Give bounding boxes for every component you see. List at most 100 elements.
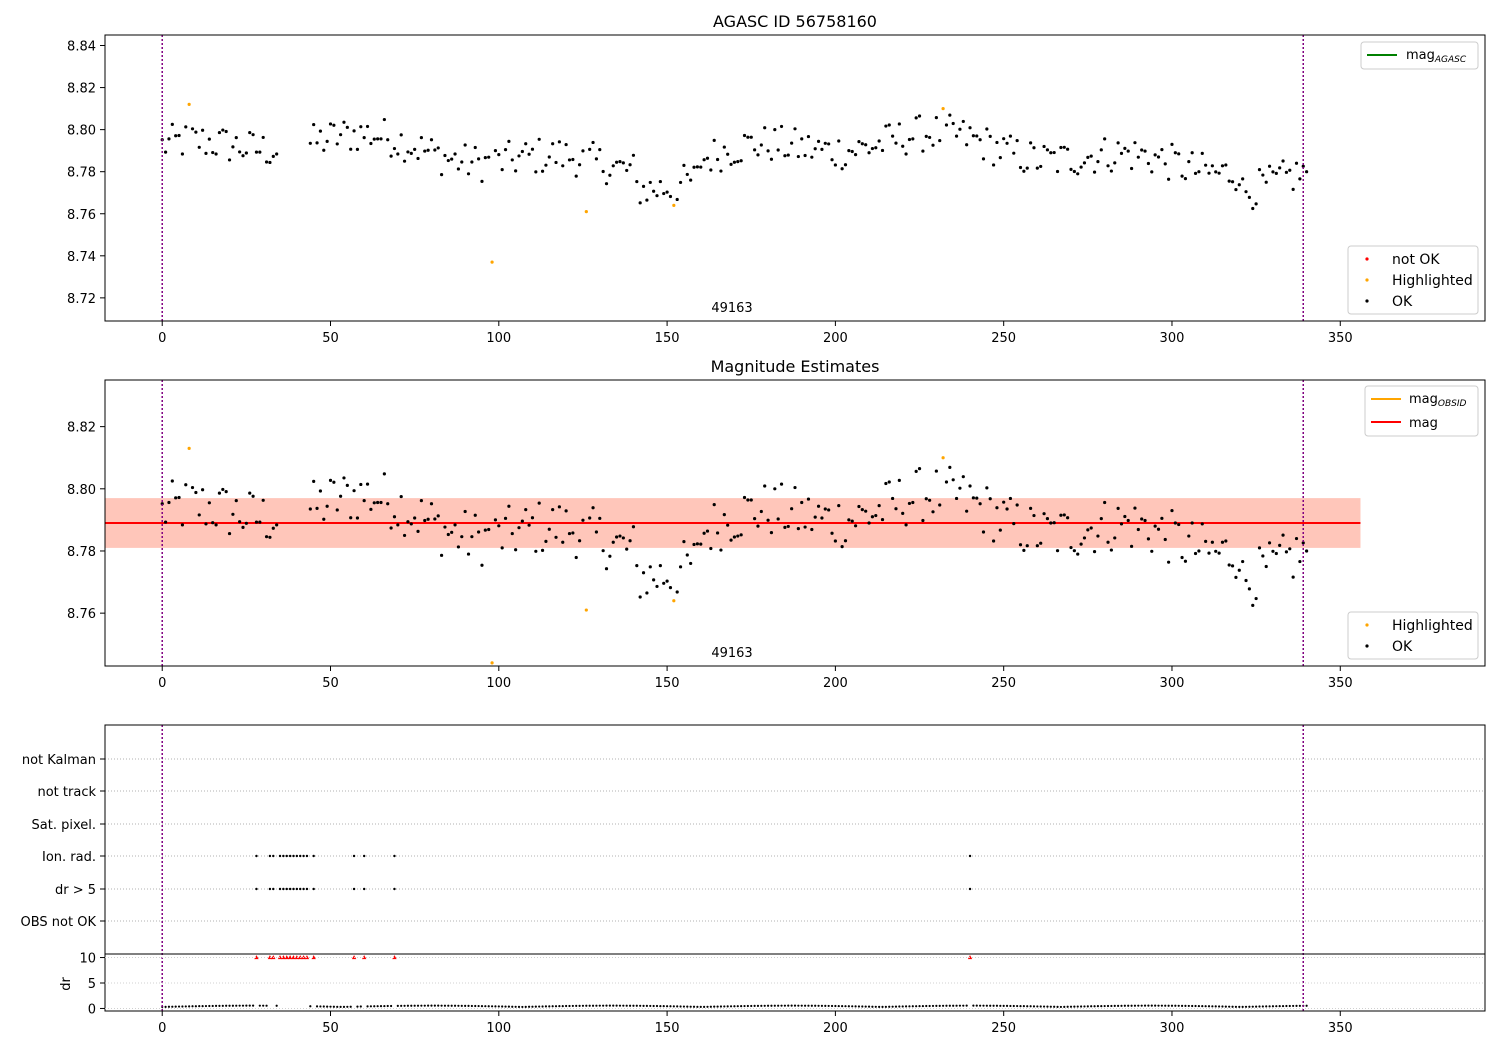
- dr-point: [635, 1004, 638, 1007]
- dr-point: [275, 1004, 278, 1007]
- dr-point: [1234, 1005, 1238, 1008]
- dr-point: [1083, 1005, 1086, 1008]
- ok-point: [318, 489, 323, 493]
- ok-point: [1005, 141, 1009, 145]
- highlighted-point: [941, 456, 945, 460]
- dr-point: [642, 1004, 645, 1007]
- dr-point: [716, 1005, 719, 1008]
- ok-point: [567, 158, 572, 162]
- ok-point: [985, 127, 989, 131]
- ok-point: [840, 545, 844, 549]
- ok-point: [917, 466, 922, 471]
- dr-point: [1180, 1004, 1184, 1007]
- dr-point: [1106, 1004, 1110, 1008]
- ok-point: [877, 139, 881, 143]
- dr-tick-label: 0: [88, 1002, 96, 1017]
- ok-point: [1227, 563, 1231, 567]
- dr-point: [1130, 1004, 1133, 1007]
- flag-label: Ion. rad.: [42, 850, 96, 865]
- dr-point: [1096, 1005, 1100, 1008]
- ok-point: [1119, 522, 1124, 526]
- ok-point: [497, 524, 501, 528]
- dr-point: [336, 1005, 339, 1008]
- ok-point: [864, 509, 868, 513]
- dr-point: [211, 1004, 214, 1008]
- ok-point: [850, 149, 854, 154]
- ok-point: [254, 520, 259, 524]
- ok-point: [712, 503, 716, 507]
- ok-point: [1029, 506, 1033, 510]
- dr-point: [551, 1005, 554, 1008]
- dr-point: [628, 1004, 632, 1007]
- dr-point: [1201, 1005, 1204, 1008]
- dr-point: [534, 1005, 537, 1008]
- ok-point: [1257, 546, 1262, 550]
- dr-point: [672, 1005, 675, 1008]
- dr-point: [746, 1004, 749, 1008]
- ok-point: [648, 180, 652, 185]
- dr-point: [803, 1004, 807, 1007]
- ok-point: [483, 156, 487, 160]
- dr-point: [1248, 1005, 1251, 1008]
- ok-point: [174, 134, 178, 138]
- ok-point: [870, 515, 875, 519]
- dr-point: [346, 1005, 349, 1008]
- dr-large-marker: [267, 955, 273, 960]
- dr-point: [497, 1005, 500, 1008]
- dr-point: [548, 1005, 551, 1008]
- ok-point: [564, 509, 568, 513]
- ok-point: [1022, 169, 1026, 173]
- dr-point: [366, 1005, 369, 1008]
- flag-point: [255, 887, 258, 891]
- ok-point: [853, 524, 858, 528]
- mag-legend-ok-marker: [1365, 644, 1369, 648]
- dr-point: [925, 1004, 928, 1008]
- ok-point: [769, 157, 774, 161]
- ok-point: [766, 149, 770, 153]
- dr-point: [521, 1005, 524, 1009]
- ok-point: [1113, 161, 1117, 165]
- ok-point: [1254, 596, 1258, 601]
- ok-point: [991, 163, 996, 167]
- ok-point: [207, 501, 211, 505]
- dr-point: [931, 1004, 935, 1008]
- x-tick-label: 150: [655, 331, 680, 346]
- ok-point: [1305, 549, 1309, 553]
- dr-point: [1143, 1004, 1147, 1007]
- ok-point: [944, 480, 949, 484]
- mag-x-ticks: 0 50 100 150 200 250 300 350: [158, 666, 1353, 691]
- ok-point: [813, 515, 817, 519]
- dr-point: [1133, 1004, 1137, 1007]
- ok-point: [1284, 550, 1289, 554]
- ok-point: [1045, 148, 1050, 152]
- ok-point: [1207, 171, 1211, 175]
- ok-point: [322, 148, 326, 152]
- ok-point: [954, 496, 959, 501]
- dr-point: [1244, 1005, 1248, 1008]
- ok-point: [1264, 564, 1268, 569]
- ok-point: [1207, 551, 1211, 555]
- x-tick-label: 100: [486, 676, 511, 691]
- dr-point: [423, 1004, 426, 1007]
- dr-point: [1217, 1005, 1221, 1008]
- y-tick-label: 8.84: [67, 40, 96, 55]
- dr-point: [743, 1004, 746, 1008]
- x-tick-label: 150: [655, 676, 680, 691]
- dr-tick-label: 10: [79, 952, 96, 967]
- ok-point: [655, 194, 659, 198]
- ok-point: [466, 552, 471, 556]
- ok-point: [1241, 177, 1245, 181]
- dr-point: [470, 1004, 473, 1008]
- ok-point: [534, 170, 538, 174]
- dr-point: [1150, 1004, 1153, 1007]
- ok-point: [843, 163, 848, 167]
- ok-point: [1291, 187, 1295, 191]
- ok-point: [466, 172, 471, 176]
- ok-point: [1136, 527, 1140, 532]
- dr-point: [565, 1004, 568, 1008]
- dr-point: [460, 1004, 463, 1007]
- ok-point: [1227, 179, 1231, 183]
- ok-point: [1170, 142, 1174, 146]
- x-tick-label: 250: [991, 331, 1016, 346]
- ok-point: [1291, 575, 1295, 579]
